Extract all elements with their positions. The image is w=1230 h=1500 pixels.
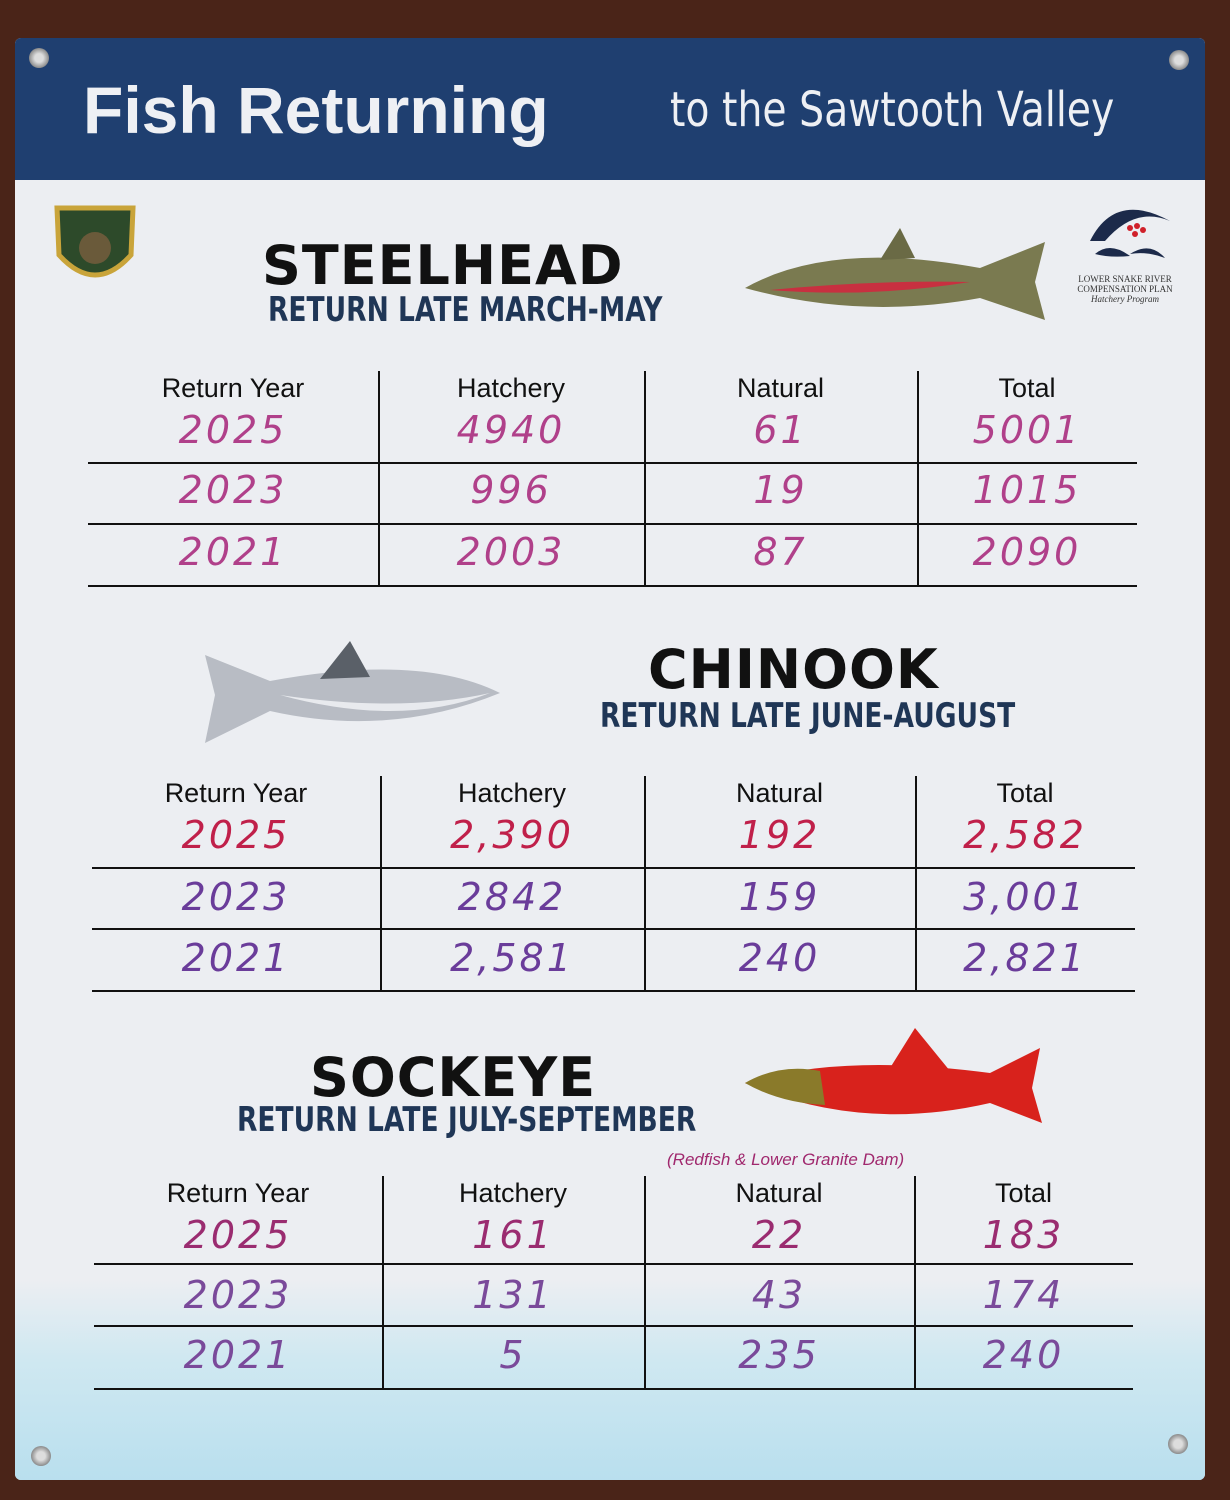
row-divider <box>88 462 1137 464</box>
sockeye-natural-note: (Redfish & Lower Granite Dam) <box>667 1150 905 1169</box>
column-header: Hatchery <box>456 373 566 403</box>
chinook-cell: 2,581 <box>450 936 574 980</box>
column-header: Natural <box>735 1178 823 1208</box>
column-header: Return Year <box>161 373 305 403</box>
column-header: Total <box>994 1178 1053 1208</box>
column-divider <box>378 371 380 587</box>
title-rest: to the Sawtooth Valley <box>670 82 1115 138</box>
chinook-cell: 2,582 <box>963 813 1087 857</box>
column-divider <box>644 776 646 992</box>
column-header: Total <box>996 778 1054 808</box>
chinook-cell: 240 <box>738 936 821 980</box>
sockeye-title: SOCKEYE <box>310 1046 597 1109</box>
steelhead-cell: 2021 <box>178 530 288 574</box>
sockeye-cell: 22 <box>751 1213 807 1257</box>
chinook-cell: 2025 <box>181 813 291 857</box>
steelhead-cell: 2023 <box>178 468 288 512</box>
sign-board: Fish Returning to the Sawtooth Valley LO… <box>15 38 1205 1480</box>
chinook-fish-image <box>205 641 500 743</box>
steelhead-cell: 5001 <box>972 408 1082 452</box>
sockeye-season: RETURN LATE JULY-SEPTEMBER <box>237 1100 697 1140</box>
chinook-title: CHINOOK <box>648 638 939 701</box>
idaho-fish-game-logo <box>54 205 136 278</box>
steelhead-cell: 2090 <box>972 530 1082 574</box>
screw-icon <box>1169 50 1189 70</box>
steelhead-cell: 996 <box>470 468 552 512</box>
steelhead-fish-image <box>745 228 1045 320</box>
chinook-cell: 2023 <box>181 875 291 919</box>
column-header: Return Year <box>166 1178 310 1208</box>
lsrcp-logo-text: LOWER SNAKE RIVER COMPENSATION PLAN Hatc… <box>1070 274 1180 304</box>
screw-icon <box>29 48 49 68</box>
column-divider <box>914 1176 916 1390</box>
sockeye-cell: 5 <box>499 1333 527 1377</box>
sockeye-cell: 183 <box>982 1213 1065 1257</box>
sockeye-cell: 161 <box>472 1213 554 1257</box>
chinook-cell: 2,821 <box>963 936 1087 980</box>
row-divider <box>94 1263 1133 1265</box>
column-header: Hatchery <box>457 778 567 808</box>
steelhead-cell: 1015 <box>972 468 1082 512</box>
row-divider <box>88 523 1137 525</box>
sockeye-cell: 2021 <box>183 1333 293 1377</box>
steelhead-cell: 4940 <box>456 408 566 452</box>
sockeye-cell: 235 <box>738 1333 820 1377</box>
sockeye-fish-image <box>745 1028 1042 1123</box>
column-header: Total <box>998 373 1056 403</box>
column-divider <box>644 371 646 587</box>
sockeye-cell: 2025 <box>183 1213 293 1257</box>
steelhead-cell: 2003 <box>456 530 566 574</box>
chinook-cell: 159 <box>738 875 821 919</box>
row-divider <box>94 1388 1133 1390</box>
chinook-cell: 2,390 <box>450 813 574 857</box>
chinook-season: RETURN LATE JUNE-AUGUST <box>600 696 1016 736</box>
sign-header: Fish Returning to the Sawtooth Valley <box>15 38 1205 180</box>
row-divider <box>92 867 1135 869</box>
lsrcp-logo <box>1090 209 1170 258</box>
chinook-cell: 2842 <box>457 875 567 919</box>
chinook-cell: 3,001 <box>963 875 1087 919</box>
row-divider <box>92 990 1135 992</box>
title-bold: Fish Returning <box>83 73 549 147</box>
row-divider <box>88 585 1137 587</box>
steelhead-title: STEELHEAD <box>262 234 624 297</box>
steelhead-season: RETURN LATE MARCH-MAY <box>268 290 663 330</box>
column-header: Natural <box>735 778 824 808</box>
chinook-cell: 2021 <box>181 936 291 980</box>
steelhead-cell: 87 <box>753 530 808 574</box>
row-divider <box>94 1325 1133 1327</box>
steelhead-cell: 2025 <box>178 408 288 452</box>
water-graphic <box>15 1280 1205 1480</box>
logo-line: Hatchery Program <box>1091 294 1159 304</box>
steelhead-cell: 19 <box>753 468 808 512</box>
sockeye-cell: 43 <box>751 1273 807 1317</box>
column-header: Return Year <box>164 778 308 808</box>
row-divider <box>92 928 1135 930</box>
screw-icon <box>31 1446 51 1466</box>
steelhead-cell: 61 <box>753 408 808 452</box>
column-header: Hatchery <box>458 1178 568 1208</box>
sockeye-cell: 131 <box>472 1273 554 1317</box>
column-divider <box>915 776 917 992</box>
logo-line: LOWER SNAKE RIVER <box>1078 274 1172 284</box>
screw-icon <box>1168 1434 1188 1454</box>
logo-line: COMPENSATION PLAN <box>1077 284 1173 294</box>
column-divider <box>380 776 382 992</box>
sockeye-cell: 2023 <box>183 1273 293 1317</box>
column-header: Natural <box>736 373 825 403</box>
chinook-cell: 192 <box>738 813 821 857</box>
sockeye-cell: 174 <box>982 1273 1065 1317</box>
column-divider <box>644 1176 646 1390</box>
column-divider <box>382 1176 384 1390</box>
column-divider <box>917 371 919 587</box>
sockeye-cell: 240 <box>982 1333 1065 1377</box>
